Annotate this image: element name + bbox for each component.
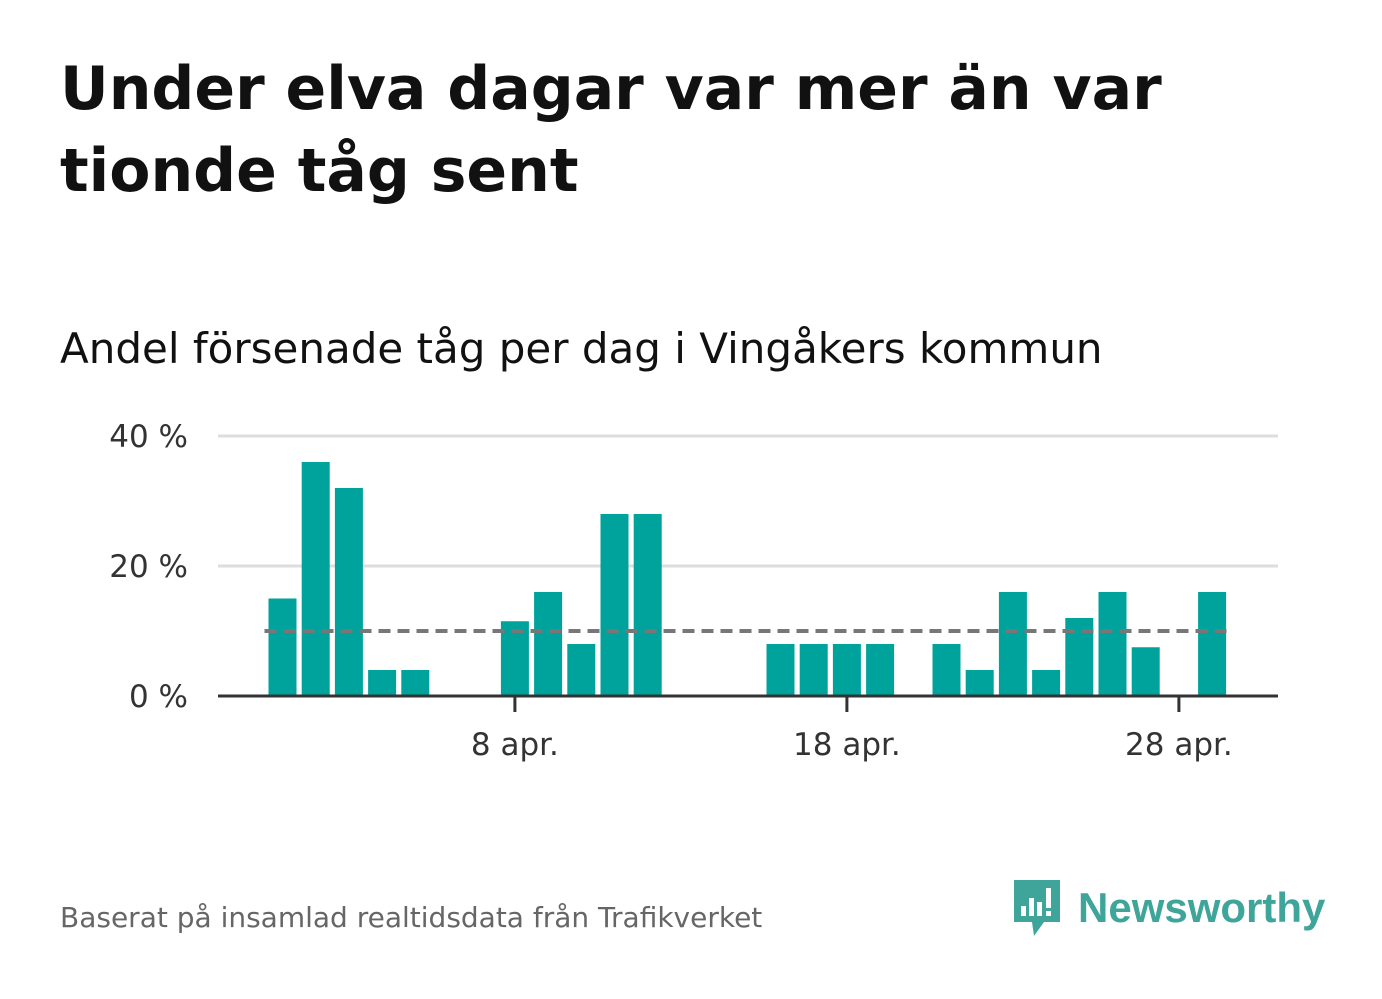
y-tick-label: 40 % xyxy=(109,419,188,455)
bar xyxy=(334,488,363,696)
bar xyxy=(799,644,828,696)
bar xyxy=(1098,592,1127,696)
bar xyxy=(766,644,795,696)
chart-title: Under elva dagar var mer än var tionde t… xyxy=(60,54,1162,206)
bar xyxy=(932,644,961,696)
bar xyxy=(1198,592,1227,696)
source-note: Baserat på insamlad realtidsdata från Tr… xyxy=(60,901,763,934)
bar xyxy=(965,670,994,696)
x-tick-label: 8 apr. xyxy=(471,727,559,763)
brand-name: Newsworthy xyxy=(1078,884,1326,931)
bar xyxy=(600,514,629,696)
bar xyxy=(401,670,430,696)
brand-logo: Newsworthy xyxy=(1010,876,1325,940)
bar xyxy=(500,621,529,696)
y-tick-label: 0 % xyxy=(129,679,188,715)
bar xyxy=(866,644,895,696)
bar xyxy=(1131,647,1160,696)
bar xyxy=(633,514,662,696)
x-tick-label: 28 apr. xyxy=(1125,727,1233,763)
bars xyxy=(268,462,1227,696)
y-tick-label: 20 % xyxy=(109,549,188,585)
x-tick-label: 18 apr. xyxy=(793,727,901,763)
newsworthy-logo-icon xyxy=(1014,880,1060,936)
bar xyxy=(534,592,563,696)
bar xyxy=(567,644,596,696)
chart-subtitle: Andel försenade tåg per dag i Vingåkers … xyxy=(60,324,1103,373)
bar xyxy=(832,644,861,696)
gridlines xyxy=(218,434,1278,568)
x-axis-ticks: 8 apr. 18 apr. 28 apr. xyxy=(471,696,1233,763)
bar xyxy=(368,670,397,696)
bar xyxy=(1032,670,1061,696)
y-axis-ticks: 0 % 20 % 40 % xyxy=(109,419,188,715)
bar xyxy=(301,462,330,696)
bar xyxy=(268,598,297,696)
bar xyxy=(998,592,1027,696)
bar-chart: 0 % 20 % 40 % 8 apr. 18 apr. 28 apr. xyxy=(109,419,1278,763)
